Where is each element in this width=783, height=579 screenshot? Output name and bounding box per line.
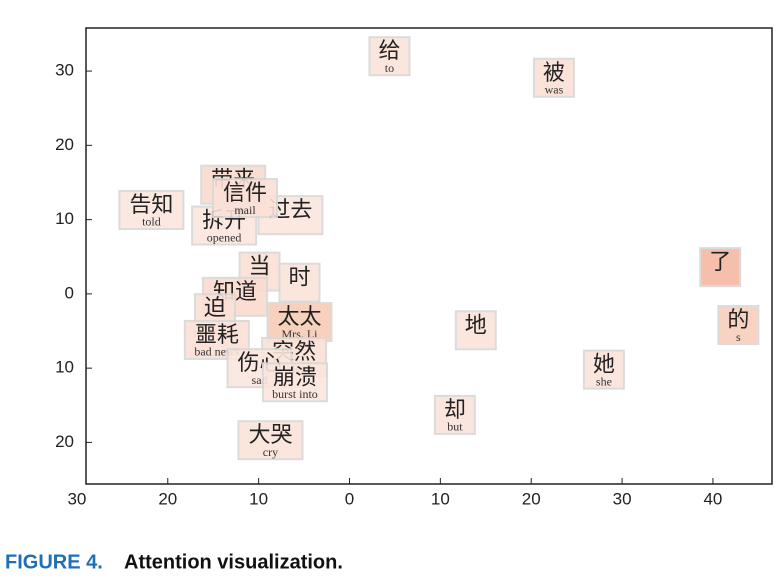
word-gloss: burst into [272,387,318,401]
word-label: 她 [593,353,615,378]
word-box [278,262,321,303]
word-gloss: mail [234,203,256,217]
word-label: 地 [465,313,487,338]
x-tick-label: 30 [67,489,86,508]
word-gloss: she [596,374,612,388]
word-box [368,36,411,77]
word-label: 的 [727,308,749,333]
word-label: 太太 [278,305,322,330]
word-gloss: cry [263,445,278,459]
word-label: 大哭 [248,423,292,448]
word-box [266,302,333,343]
x-tick-label: 40 [703,489,722,508]
word-box [582,349,625,390]
word-label: 迫 [204,296,226,321]
word-label: 时 [289,266,311,291]
y-tick-label: 20 [55,432,74,451]
word-label: 给 [378,39,400,64]
y-tick-label: 20 [55,135,74,154]
word-box [532,57,575,98]
word-box [699,247,742,288]
word-gloss: s [736,330,741,344]
caption-label: FIGURE 4. [5,551,103,573]
word-label: 当 [249,255,271,280]
word-label: 崩溃 [273,365,317,390]
word-label: 信件 [223,181,267,206]
word-box [261,362,328,403]
word-box [212,178,279,219]
word-label: 告知 [129,193,173,218]
word-label: 了 [709,250,731,275]
x-tick-label: 30 [613,489,632,508]
word-gloss: was [545,83,564,97]
word-box [433,394,476,435]
caption: Attention visualization. [124,551,343,573]
x-tick-label: 20 [158,489,177,508]
word-box [237,420,304,461]
word-box [717,305,760,346]
word-box [454,310,497,351]
y-tick-label: 10 [55,209,74,228]
word-gloss: to [385,61,394,75]
word-gloss: but [447,420,463,434]
x-tick-label: 20 [522,489,541,508]
word-gloss: told [142,215,161,229]
x-tick-label: 0 [345,489,354,508]
word-box [118,189,185,230]
y-tick-label: 0 [65,283,74,302]
word-label: 却 [444,398,466,423]
x-tick-label: 10 [431,489,450,508]
y-tick-label: 10 [55,358,74,377]
word-gloss: opened [207,230,242,244]
word-label: 噩耗 [195,323,239,348]
y-tick-label: 30 [55,61,74,80]
x-tick-label: 10 [249,489,268,508]
plot-frame [85,27,773,485]
word-label: 被 [543,61,565,86]
